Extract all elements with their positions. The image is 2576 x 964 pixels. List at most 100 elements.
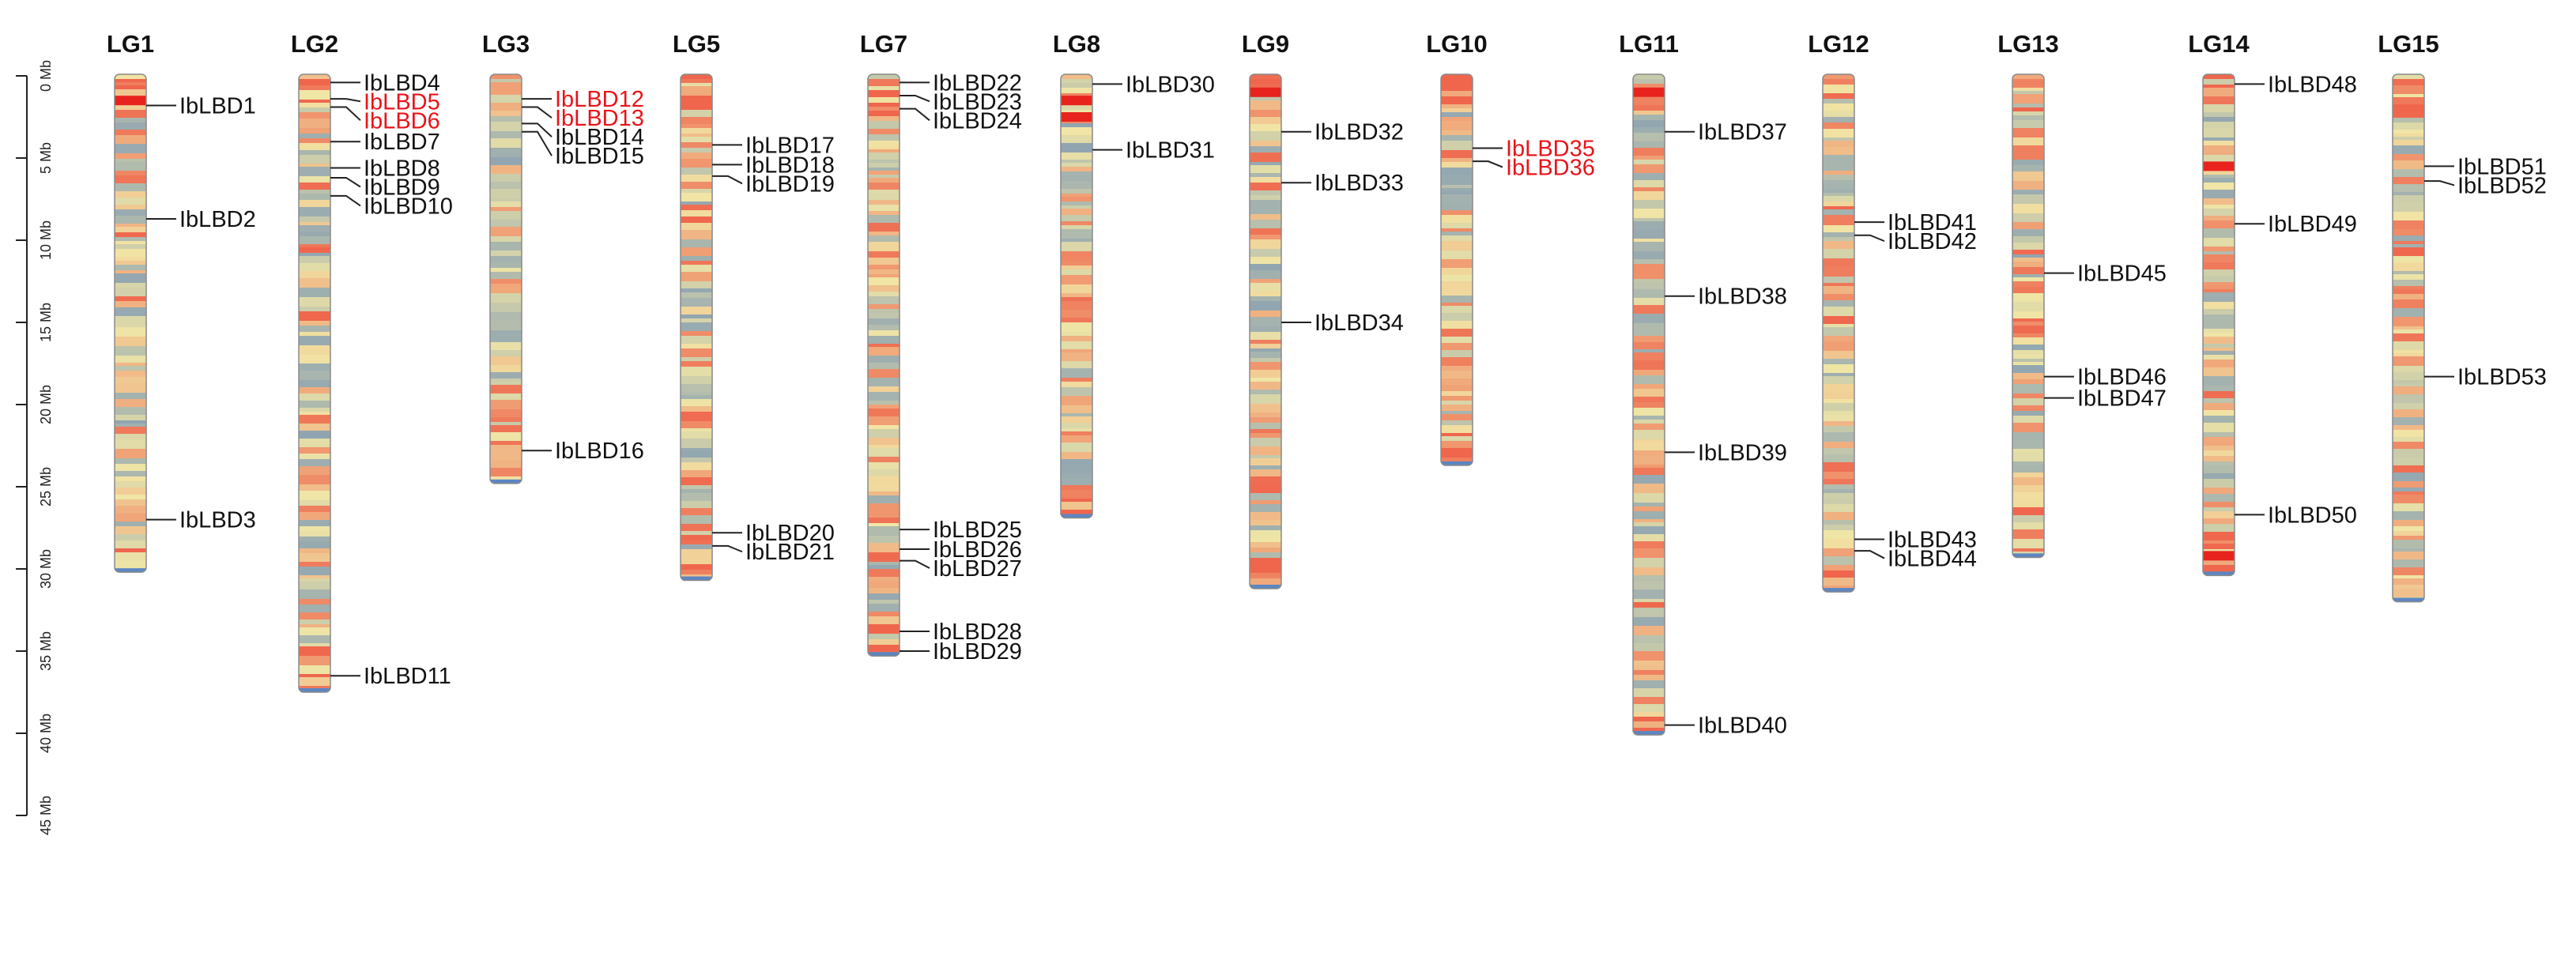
density-band [1061, 378, 1092, 382]
density-band [681, 549, 712, 559]
density-band [1441, 232, 1473, 236]
density-band [1633, 326, 1665, 337]
density-band [1633, 97, 1665, 106]
density-band [868, 588, 900, 594]
density-band [1633, 635, 1665, 644]
density-band [1061, 473, 1092, 479]
density-band [2012, 411, 2044, 416]
density-band [2012, 449, 2044, 453]
density-band [1441, 210, 1473, 216]
density-band [2203, 292, 2235, 303]
telomere-cap [299, 688, 330, 692]
density-band [1441, 215, 1473, 224]
gene-label-iblbd44: IbLBD44 [1888, 547, 1977, 572]
density-band [115, 522, 146, 527]
density-band [2393, 118, 2424, 123]
density-band [1633, 242, 1665, 252]
density-band [2012, 359, 2044, 363]
density-band [1823, 111, 1854, 118]
density-band [2393, 262, 2424, 272]
density-band [299, 459, 330, 467]
density-band [2393, 458, 2424, 466]
density-band [115, 534, 146, 541]
density-band [115, 552, 146, 562]
density-band [1633, 133, 1665, 142]
density-band [681, 314, 712, 319]
density-band [1061, 284, 1092, 294]
density-band [1250, 249, 1281, 258]
density-band [299, 236, 330, 245]
density-band [299, 103, 330, 108]
density-band [1441, 87, 1473, 92]
density-band [1633, 643, 1665, 652]
density-band [2203, 251, 2235, 255]
density-band [868, 457, 900, 463]
density-band [1633, 209, 1665, 219]
density-band [490, 174, 522, 183]
density-band [1823, 403, 1854, 412]
density-band [2393, 449, 2424, 458]
density-band [2012, 477, 2044, 486]
density-band [2203, 532, 2235, 541]
density-band [2203, 473, 2235, 480]
scale-tick-label: 15 Mb [38, 303, 54, 342]
density-band [868, 330, 900, 337]
gene-label-iblbd1: IbLBD1 [179, 93, 256, 119]
density-band [868, 445, 900, 449]
density-band [1633, 721, 1665, 729]
density-band [1823, 219, 1854, 226]
density-band [868, 543, 900, 553]
density-band [490, 111, 522, 117]
density-band [115, 82, 146, 86]
density-band [1823, 129, 1854, 138]
density-band [299, 627, 330, 636]
density-band [1061, 301, 1092, 311]
density-band [1633, 599, 1665, 603]
density-band [1061, 510, 1092, 515]
density-band [1250, 476, 1281, 485]
density-band [1441, 411, 1473, 415]
density-band [2203, 269, 2235, 277]
density-band [2393, 380, 2424, 384]
gene-label-iblbd45: IbLBD45 [2077, 262, 2167, 287]
density-band [115, 407, 146, 416]
density-band [681, 564, 712, 570]
density-band [2393, 140, 2424, 146]
density-band [1823, 74, 1854, 80]
hotspot-band [115, 96, 146, 106]
density-band [2393, 417, 2424, 426]
density-band [1250, 417, 1281, 424]
density-band [115, 257, 146, 262]
density-band [299, 183, 330, 190]
gene-label-iblbd43: IbLBD43 [1888, 528, 1977, 553]
density-band [1633, 275, 1665, 280]
density-band [681, 298, 712, 307]
density-band [2012, 160, 2044, 166]
density-band [2203, 254, 2235, 263]
density-band [2012, 277, 2044, 282]
density-band [1441, 448, 1473, 458]
density-band [868, 178, 900, 183]
density-band [1633, 455, 1665, 465]
gene-label-iblbd3: IbLBD3 [179, 508, 256, 533]
telomere-cap [868, 652, 900, 657]
chromosome-outline [114, 73, 147, 573]
density-band [868, 462, 900, 470]
gene-label-iblbd37: IbLBD37 [1698, 120, 1787, 145]
density-band [2393, 540, 2424, 549]
density-band [681, 559, 712, 565]
linkage-group-label: LG13 [1997, 30, 2059, 58]
density-band [115, 205, 146, 210]
density-band [1061, 405, 1092, 414]
density-band [490, 220, 522, 228]
density-band [1250, 573, 1281, 579]
chromosome-outline [1822, 73, 1855, 593]
density-band [868, 577, 900, 582]
density-band [681, 428, 712, 432]
density-band [1061, 88, 1092, 94]
density-band [1823, 137, 1854, 141]
density-band [1441, 112, 1473, 118]
density-band [2393, 244, 2424, 248]
chromosome-outline [1632, 73, 1665, 736]
density-band [2203, 169, 2235, 175]
